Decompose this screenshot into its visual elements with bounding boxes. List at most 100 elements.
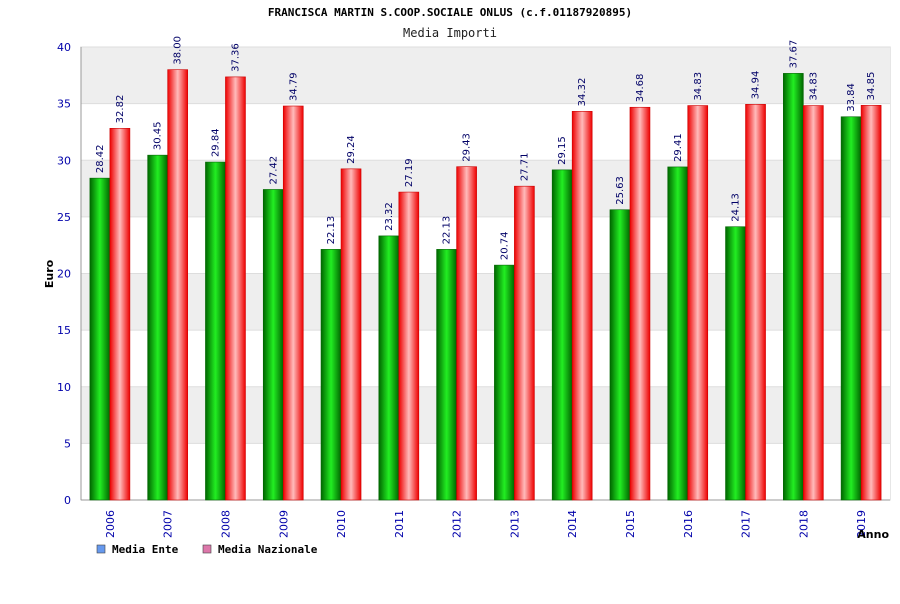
data-label: 29.41 [673, 133, 684, 162]
x-tick-label: 2009 [277, 510, 290, 538]
data-label: 30.45 [153, 122, 164, 151]
data-label: 27.71 [519, 153, 530, 182]
data-label: 23.32 [384, 202, 395, 231]
bar-media-ente [436, 249, 457, 501]
bar-media-nazionale [571, 111, 593, 501]
bars-group: 28.42 32.82 30.45 38.00 29.84 37.36 27.42 34.79… [89, 36, 882, 501]
legend-swatch [96, 544, 106, 554]
x-tick-label: 2015 [624, 510, 637, 538]
data-label: 29.15 [557, 136, 568, 165]
data-label: 29.24 [346, 135, 357, 164]
grid-band [81, 386, 890, 444]
bar-media-ente [262, 189, 284, 501]
x-tick-label: 2006 [104, 510, 117, 538]
y-axis-ticks: 0 5 10 15 20 25 30 35 40 [57, 41, 71, 507]
data-label: 22.13 [442, 216, 453, 245]
x-tick-label: 2008 [219, 510, 232, 538]
bar-media-ente [783, 73, 804, 501]
x-axis-ticks: 2006 2007 2008 2009 2010 2011 2012 2013 2014 2015… [104, 510, 868, 538]
bar-media-nazionale [456, 166, 477, 501]
grid-band [81, 330, 890, 387]
legend-label: Media Ente [112, 543, 179, 556]
chart-subtitle: Media Importi [403, 26, 497, 40]
y-tick-label: 10 [57, 381, 71, 394]
x-tick-label: 2018 [797, 510, 810, 538]
data-label: 27.42 [268, 156, 279, 185]
x-axis-label: Anno [857, 528, 889, 541]
legend-swatch [202, 544, 212, 554]
x-tick-label: 2010 [335, 510, 348, 538]
bar-media-ente [320, 249, 342, 501]
bar-media-ente [667, 166, 689, 501]
data-label: 29.84 [210, 128, 221, 157]
bar-media-nazionale [109, 128, 131, 501]
chart-title: FRANCISCA MARTIN S.COOP.SOCIALE ONLUS (c… [268, 6, 632, 19]
data-label: 24.13 [731, 193, 742, 222]
bar-media-ente [494, 264, 515, 501]
data-label: 34.32 [577, 78, 588, 107]
data-label: 34.83 [693, 72, 704, 101]
data-label: 29.43 [462, 133, 473, 162]
bar-media-ente [551, 169, 573, 501]
data-label: 34.68 [635, 74, 646, 103]
data-label: 37.67 [788, 40, 799, 69]
bar-media-nazionale [398, 191, 420, 501]
x-tick-label: 2016 [682, 510, 695, 538]
y-tick-label: 5 [64, 437, 71, 450]
bar-media-nazionale [167, 69, 188, 501]
x-tick-label: 2019 [855, 510, 868, 538]
bar-media-nazionale [225, 76, 246, 501]
y-tick-label: 0 [64, 494, 71, 507]
bar-media-nazionale [745, 104, 766, 501]
legend: Media Ente Media Nazionale [96, 543, 318, 556]
grid-band [81, 443, 890, 500]
bar-media-nazionale [282, 105, 304, 501]
bar-media-nazionale [803, 105, 824, 501]
data-label: 33.84 [846, 83, 857, 112]
x-tick-label: 2012 [451, 510, 464, 538]
grid-band [81, 103, 890, 161]
grid-band [81, 216, 890, 274]
y-axis-label: Euro [43, 259, 56, 288]
data-label: 28.42 [95, 145, 106, 174]
data-label: 34.85 [866, 72, 877, 101]
bar-media-nazionale [687, 105, 709, 501]
data-label: 25.63 [615, 176, 626, 205]
data-label: 27.19 [404, 158, 415, 187]
data-label: 37.36 [230, 43, 241, 72]
data-label: 22.13 [326, 216, 337, 245]
data-label: 34.83 [808, 72, 819, 101]
bar-media-ente [609, 209, 631, 501]
x-tick-label: 2013 [508, 510, 521, 538]
y-tick-label: 35 [57, 98, 71, 111]
y-tick-label: 15 [57, 324, 71, 337]
y-tick-label: 25 [57, 211, 71, 224]
grid-band [81, 160, 890, 217]
x-tick-label: 2011 [393, 510, 406, 538]
grid-band [81, 273, 890, 331]
bar-media-ente [840, 116, 862, 501]
plot-background [80, 46, 891, 501]
bar-media-nazionale [629, 106, 651, 501]
x-tick-label: 2014 [566, 510, 579, 538]
data-label: 38.00 [173, 36, 184, 65]
bar-media-ente [89, 177, 111, 501]
data-label: 34.94 [751, 71, 762, 100]
data-label: 20.74 [499, 231, 510, 260]
grid-band [81, 47, 890, 104]
bar-media-ente [147, 154, 168, 501]
x-tick-label: 2017 [740, 510, 753, 538]
data-label: 32.82 [115, 95, 126, 124]
legend-label: Media Nazionale [218, 543, 318, 556]
y-tick-label: 30 [57, 154, 71, 167]
bar-media-nazionale [860, 105, 882, 501]
bar-media-ente [725, 226, 746, 501]
data-label: 34.79 [288, 72, 299, 101]
y-tick-label: 40 [57, 41, 71, 54]
x-tick-label: 2007 [162, 510, 175, 538]
bar-media-ente [205, 161, 226, 501]
y-tick-label: 20 [57, 268, 71, 281]
bar-media-nazionale [514, 185, 535, 501]
